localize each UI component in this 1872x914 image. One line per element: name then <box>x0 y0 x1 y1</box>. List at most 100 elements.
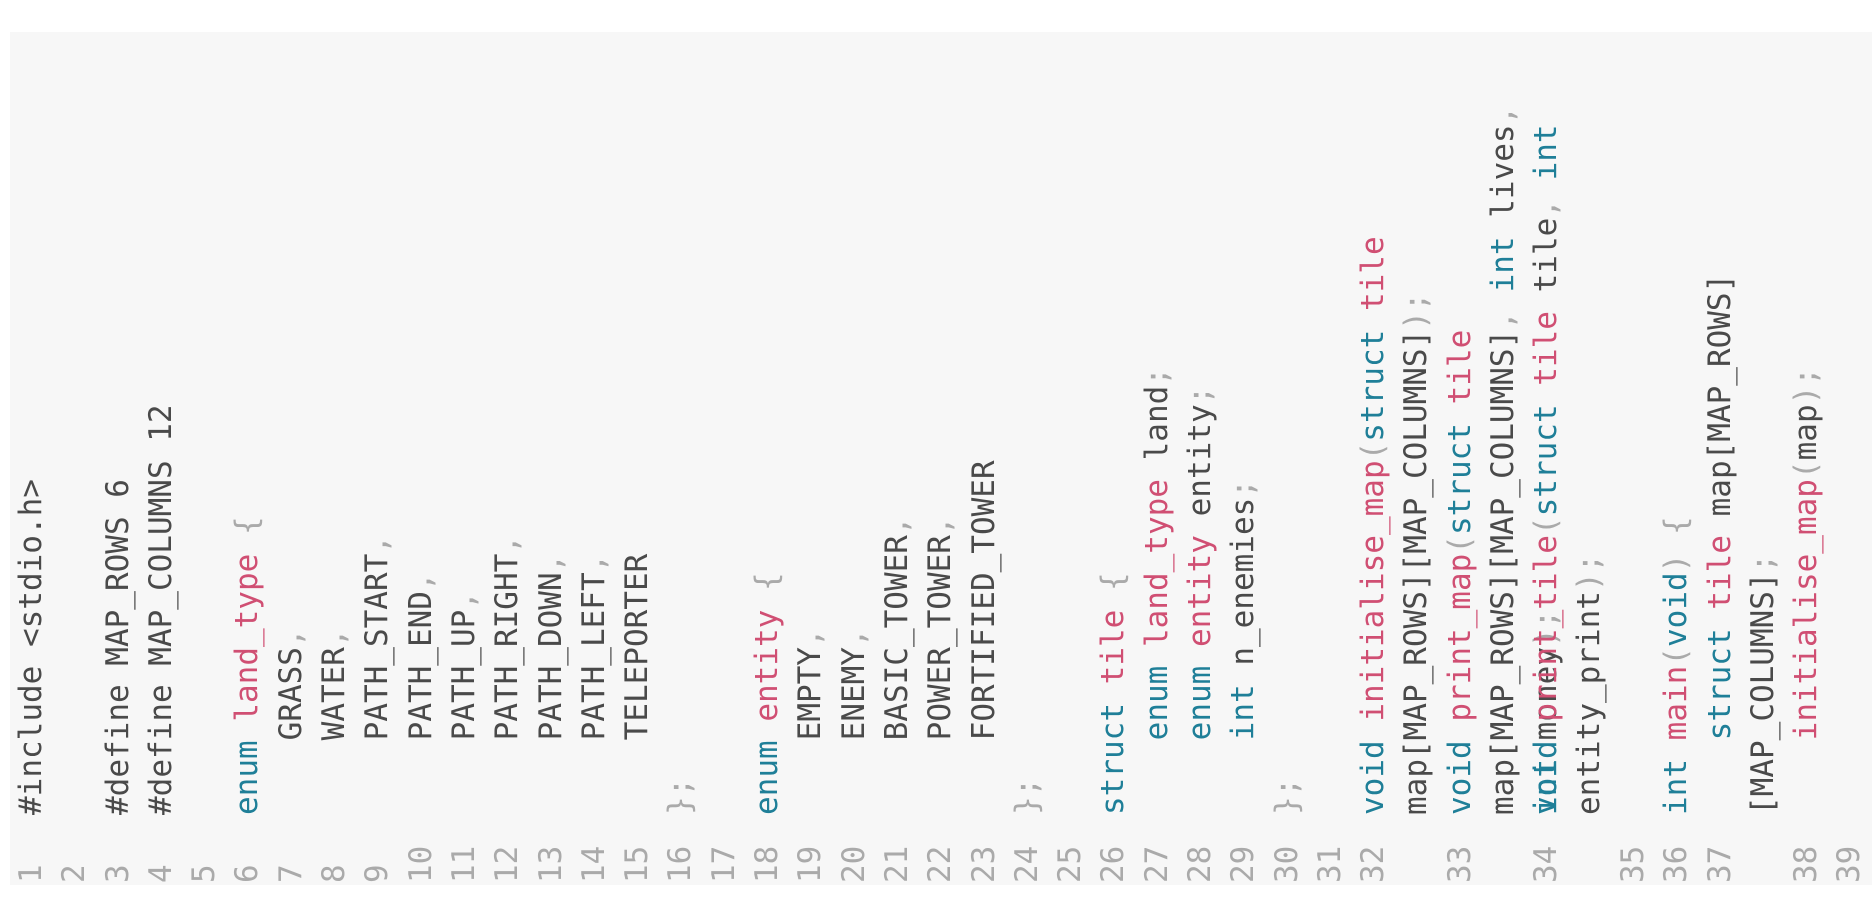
code-line[interactable]: 4 #define MAP_COLUMNS 12 <box>140 32 183 885</box>
code-token <box>229 722 265 741</box>
code-token: ; <box>1182 385 1219 405</box>
code-line[interactable]: 8 WATER, <box>313 32 356 885</box>
line-code: enum entity { <box>746 572 789 815</box>
code-token: EMPTY <box>792 647 829 815</box>
line-code: int main(void) { <box>1655 516 1698 815</box>
code-token: , <box>316 628 353 648</box>
code-line[interactable]: 36 int main(void) { <box>1655 32 1698 885</box>
line-code: enum entity entity; <box>1179 386 1222 815</box>
code-line[interactable]: 2 <box>53 32 96 885</box>
line-code: PATH_START, <box>356 535 399 815</box>
code-line[interactable]: 13 PATH_DOWN, <box>530 32 573 885</box>
code-token: tile <box>1528 311 1565 386</box>
code-line[interactable]: 6 enum land_type { <box>226 32 269 885</box>
code-line[interactable]: 24}; <box>1006 32 1049 885</box>
code-line[interactable]: 23 FORTIFIED_TOWER <box>963 32 1006 885</box>
line-code: PATH_UP, <box>443 591 486 815</box>
code-line[interactable]: 3 #define MAP_ROWS 6 <box>97 32 140 885</box>
code-line[interactable]: 11 PATH_UP, <box>443 32 486 885</box>
code-line[interactable]: 26 struct tile { <box>1092 32 1135 885</box>
code-token <box>1528 386 1564 405</box>
code-token: PATH_RIGHT <box>489 553 526 815</box>
code-line[interactable]: 1 #include <stdio.h> <box>10 32 53 885</box>
code-line[interactable]: 22 POWER_TOWER, <box>919 32 962 885</box>
code-token: #include <stdio.h> <box>13 479 49 815</box>
code-token: entity <box>1182 535 1219 648</box>
code-token: lives <box>1484 124 1521 237</box>
code-token: ); <box>1571 553 1608 592</box>
code-line[interactable]: 10 PATH_END, <box>400 32 443 885</box>
code-token <box>1182 740 1218 815</box>
code-token: land <box>1138 385 1175 480</box>
code-line[interactable]: 5 <box>183 32 226 885</box>
line-number: 32 <box>1355 845 1392 883</box>
code-line[interactable]: 33 void print_map(struct tile map[MAP_ROW… <box>1439 32 1564 885</box>
code-token: ); <box>1788 367 1825 405</box>
line-number: 29 <box>1225 845 1262 883</box>
line-code: GRASS, <box>270 628 313 815</box>
line-code: enum land_type land; <box>1136 367 1179 815</box>
line-code: struct tile { <box>1092 572 1135 815</box>
line-number: 31 <box>1311 845 1348 883</box>
code-token: enum <box>749 740 786 815</box>
code-token: { <box>229 516 266 554</box>
line-number: 23 <box>965 845 1002 883</box>
code-line[interactable]: 25 <box>1049 32 1092 885</box>
code-token: WATER <box>316 647 353 815</box>
code-token: , <box>575 553 612 573</box>
line-code: #define MAP_COLUMNS 12 <box>140 404 183 815</box>
code-line[interactable]: 16}; <box>659 32 702 885</box>
code-token <box>1442 722 1478 741</box>
code-line[interactable]: 7 GRASS, <box>270 32 313 885</box>
code-line[interactable]: 35 <box>1612 32 1655 885</box>
code-line[interactable]: 12 PATH_RIGHT, <box>486 32 529 885</box>
code-token: tile <box>1095 609 1132 685</box>
code-token: GRASS <box>272 647 309 815</box>
code-line[interactable]: 29 int n_enemies; <box>1222 32 1265 885</box>
line-number: 14 <box>575 845 612 883</box>
code-line[interactable]: 15 TELEPORTER <box>616 32 659 885</box>
code-line[interactable]: 14 PATH_LEFT, <box>573 32 616 885</box>
code-token: ( <box>1355 441 1392 461</box>
code-line[interactable]: 9 PATH_START, <box>356 32 399 885</box>
code-token: ; <box>1225 479 1262 498</box>
line-code: WATER, <box>313 628 356 815</box>
code-line[interactable]: 19 EMPTY, <box>789 32 832 885</box>
code-line[interactable]: 18 enum entity { <box>746 32 789 885</box>
code-token: enum <box>229 740 266 815</box>
line-number: 37 <box>1701 845 1738 883</box>
line-code: FORTIFIED_TOWER <box>963 460 1006 815</box>
line-number: 10 <box>402 845 439 883</box>
code-token: POWER_TOWER <box>922 535 959 815</box>
code-line[interactable]: 17 <box>703 32 746 885</box>
code-line[interactable]: 39 <box>1828 32 1871 885</box>
code-line[interactable]: 28 enum entity entity; <box>1179 32 1222 885</box>
code-token: enum <box>1182 665 1219 741</box>
code-token: void <box>1441 740 1478 815</box>
line-number: 9 <box>359 864 396 883</box>
code-line[interactable]: 31 <box>1309 32 1352 885</box>
code-line[interactable]: 34 void print_tile(struct tile tile, int … <box>1525 32 1612 885</box>
code-line[interactable]: 30}; <box>1266 32 1309 885</box>
code-token: tile <box>1441 329 1478 405</box>
code-token: PATH_START <box>359 553 396 815</box>
line-code: int n_enemies; <box>1222 479 1265 815</box>
code-line[interactable]: 27 enum land_type land; <box>1136 32 1179 885</box>
code-token: , <box>532 553 569 573</box>
line-code: void initialise_map(struct tile map[MAP_… <box>1352 95 1438 815</box>
code-token: , <box>445 591 482 610</box>
line-number: 18 <box>749 845 786 883</box>
code-token: , <box>1484 87 1521 125</box>
code-line[interactable]: 38 initialise_map(map); <box>1785 32 1828 885</box>
code-token <box>749 722 785 741</box>
code-token: int <box>1484 236 1521 293</box>
code-line[interactable]: 32 void initialise_map(struct tile map[MA… <box>1352 32 1439 885</box>
code-line[interactable]: 37 struct tile map[MAP_ROWS][MAP_COLUMNS… <box>1699 32 1786 885</box>
code-line[interactable]: 21 BASIC_TOWER, <box>876 32 919 885</box>
code-line[interactable]: 20 ENEMY, <box>833 32 876 885</box>
line-code: #define MAP_ROWS 6 <box>97 479 140 815</box>
code-token <box>1225 740 1261 815</box>
code-token: ( <box>1658 647 1695 666</box>
